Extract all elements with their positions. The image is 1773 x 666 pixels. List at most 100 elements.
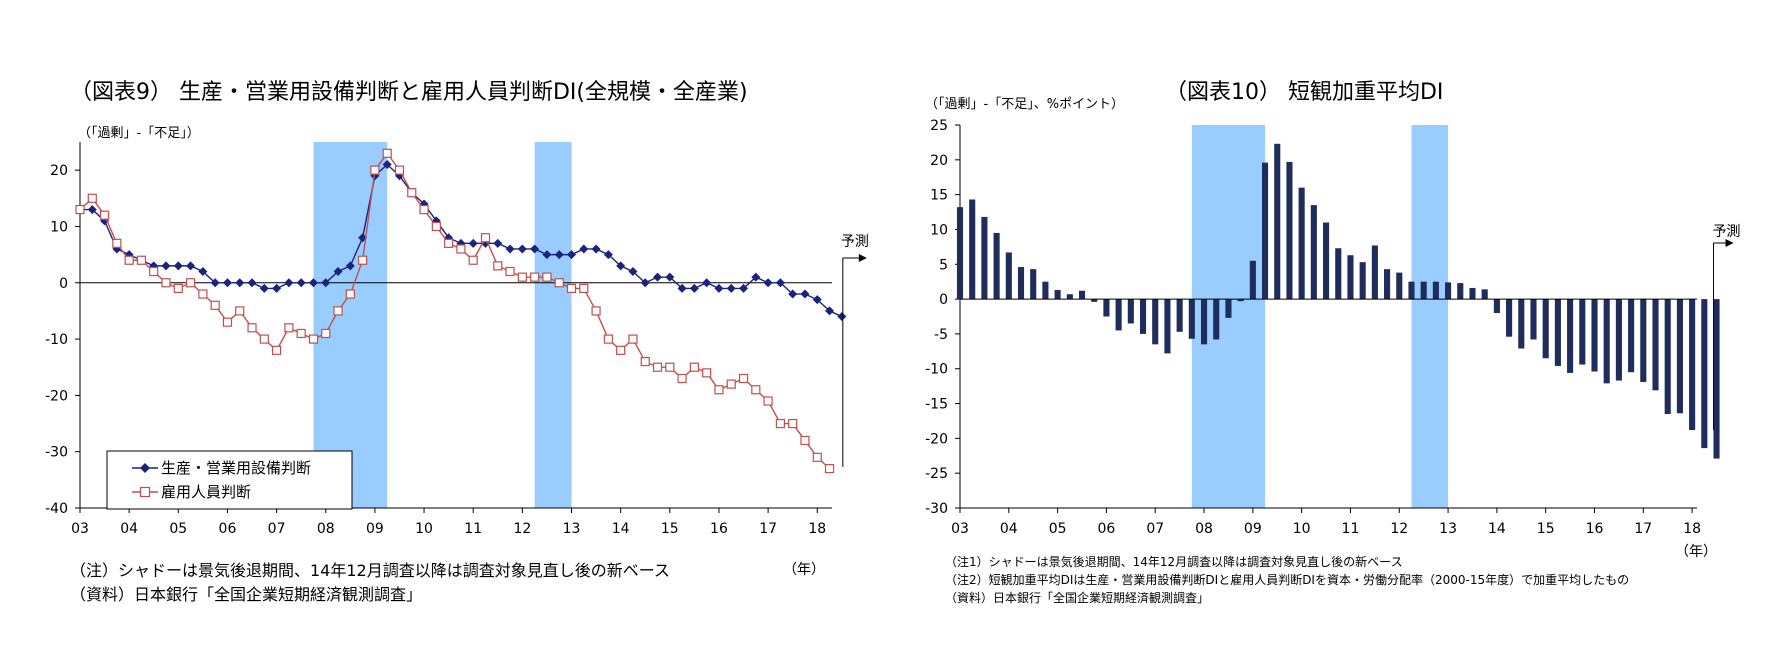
data-point-employment xyxy=(296,328,306,339)
chart1-series xyxy=(75,148,847,474)
x-tick-label: 11 xyxy=(464,521,482,537)
data-point-employment xyxy=(419,204,429,215)
x-tick-label: 13 xyxy=(1439,521,1457,537)
recession-band xyxy=(534,142,572,508)
data-point-employment xyxy=(775,418,785,429)
bar xyxy=(1689,299,1696,431)
chart1-legend-box xyxy=(106,450,353,510)
data-point-equipment xyxy=(272,283,282,293)
bar xyxy=(1323,222,1330,300)
x-tick-label: 17 xyxy=(1634,521,1652,537)
weighted-average-di-chart: （図表10） 短観加重平均DI （「過剰」-「不足」、%ポイント） 25 20 15… xyxy=(925,80,1741,560)
series-line xyxy=(79,152,831,470)
bar xyxy=(1384,269,1391,300)
data-point-equipment xyxy=(530,244,540,254)
y-tick-label: -40 xyxy=(45,501,68,517)
data-point-equipment xyxy=(505,244,515,254)
data-point-employment xyxy=(505,266,515,277)
bar xyxy=(1127,299,1134,324)
x-tick-label: 16 xyxy=(710,521,728,537)
bar xyxy=(981,216,988,300)
bar xyxy=(1054,290,1061,300)
data-point-equipment xyxy=(800,289,810,299)
data-point-equipment xyxy=(616,261,626,271)
bar xyxy=(1445,282,1452,300)
chart2-ylabel: （「過剰」-「不足」、%ポイント） xyxy=(925,97,1124,112)
bar xyxy=(1103,299,1110,317)
data-point-equipment xyxy=(579,244,589,254)
y-tick-label: -15 xyxy=(925,397,948,413)
x-tick-label: 15 xyxy=(1537,521,1555,537)
data-point-equipment xyxy=(653,272,663,282)
data-point-equipment xyxy=(702,278,712,288)
chart1-ylabel: （「過剰」-「不足」） xyxy=(78,126,200,141)
data-point-equipment xyxy=(173,261,183,271)
y-tick-label: 20 xyxy=(50,163,68,179)
bar xyxy=(1701,299,1708,449)
data-point-equipment xyxy=(739,283,749,293)
chart2-forecast-marker: 予測 xyxy=(1713,224,1741,430)
data-point-equipment xyxy=(284,278,294,288)
bar xyxy=(1261,162,1269,300)
bar xyxy=(1066,294,1073,300)
x-tick-label: 09 xyxy=(1244,521,1262,537)
chart1-recession-shading xyxy=(313,142,572,508)
chart1-legend: 生産・営業用設備判断 雇用人員判断 xyxy=(106,450,353,510)
data-point-employment xyxy=(333,306,343,316)
chart1-y-ticks: 20 10 0 -10 -20 -30 -40 xyxy=(45,163,80,517)
data-point-equipment xyxy=(775,278,785,288)
data-point-equipment xyxy=(345,261,355,271)
bar xyxy=(1603,299,1610,384)
data-point-employment xyxy=(431,221,441,232)
data-point-equipment xyxy=(247,278,257,288)
data-point-equipment xyxy=(161,261,171,271)
data-point-employment xyxy=(370,165,380,175)
data-point-equipment xyxy=(308,278,318,288)
data-point-employment xyxy=(468,255,478,265)
data-point-employment xyxy=(689,362,699,372)
x-tick-label: 10 xyxy=(415,521,433,537)
bar xyxy=(956,207,964,300)
x-tick-label: 11 xyxy=(1342,521,1360,537)
bar xyxy=(1396,272,1403,300)
y-tick-label: -25 xyxy=(925,466,948,482)
y-tick-label: 5 xyxy=(939,257,948,273)
x-tick-label: 13 xyxy=(563,521,581,537)
chart1-forecast-label: 予測 xyxy=(841,234,869,250)
data-point-equipment xyxy=(689,283,699,293)
bar xyxy=(1347,255,1354,300)
bar xyxy=(1408,281,1415,300)
bar xyxy=(1664,299,1671,414)
bar xyxy=(1237,299,1244,302)
data-point-equipment xyxy=(591,244,601,254)
legend-label-employment: 雇用人員判断 xyxy=(161,483,251,501)
data-point-equipment xyxy=(493,238,503,248)
data-point-employment xyxy=(640,357,650,367)
data-point-equipment xyxy=(603,250,613,260)
data-point-equipment xyxy=(628,267,638,277)
data-point-employment xyxy=(665,362,675,372)
chart2-forecast-arrow-head xyxy=(1725,239,1734,247)
data-point-employment xyxy=(603,334,613,344)
bar xyxy=(1225,299,1232,318)
bar xyxy=(1176,299,1183,332)
x-tick-label: 17 xyxy=(759,521,777,537)
x-tick-label: 08 xyxy=(1195,521,1213,537)
data-point-equipment xyxy=(542,250,552,260)
data-point-employment xyxy=(75,204,85,215)
bar xyxy=(1579,299,1586,365)
data-point-employment xyxy=(579,283,589,293)
data-point-employment xyxy=(124,255,134,265)
y-tick-label: 0 xyxy=(939,292,948,308)
y-tick-label: 0 xyxy=(59,276,68,292)
x-tick-label: 12 xyxy=(513,521,531,537)
data-point-employment xyxy=(554,278,564,288)
bar xyxy=(1335,248,1342,300)
bar xyxy=(1628,299,1635,373)
data-point-employment xyxy=(149,266,159,277)
bar xyxy=(1530,299,1537,340)
data-point-employment xyxy=(99,210,110,220)
bar xyxy=(1518,299,1525,349)
data-point-equipment xyxy=(333,267,343,277)
data-point-equipment xyxy=(235,278,245,288)
